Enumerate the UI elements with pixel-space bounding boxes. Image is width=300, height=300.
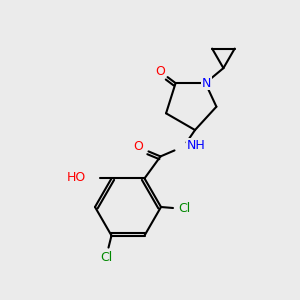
Text: NH: NH xyxy=(187,139,205,152)
Text: Cl: Cl xyxy=(100,251,112,264)
Text: O: O xyxy=(134,140,143,153)
Text: HO: HO xyxy=(66,171,85,184)
Text: N: N xyxy=(202,76,211,90)
Text: Cl: Cl xyxy=(178,202,190,215)
Text: O: O xyxy=(156,64,166,78)
